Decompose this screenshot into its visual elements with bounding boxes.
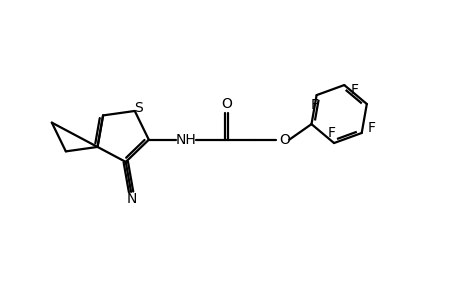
Text: F: F bbox=[367, 121, 375, 135]
Text: O: O bbox=[278, 133, 289, 147]
Text: NH: NH bbox=[176, 133, 196, 147]
Text: O: O bbox=[220, 97, 231, 110]
Text: F: F bbox=[327, 126, 336, 140]
Text: N: N bbox=[126, 192, 137, 206]
Text: F: F bbox=[349, 83, 358, 97]
Text: S: S bbox=[134, 101, 143, 115]
Text: F: F bbox=[310, 98, 318, 112]
